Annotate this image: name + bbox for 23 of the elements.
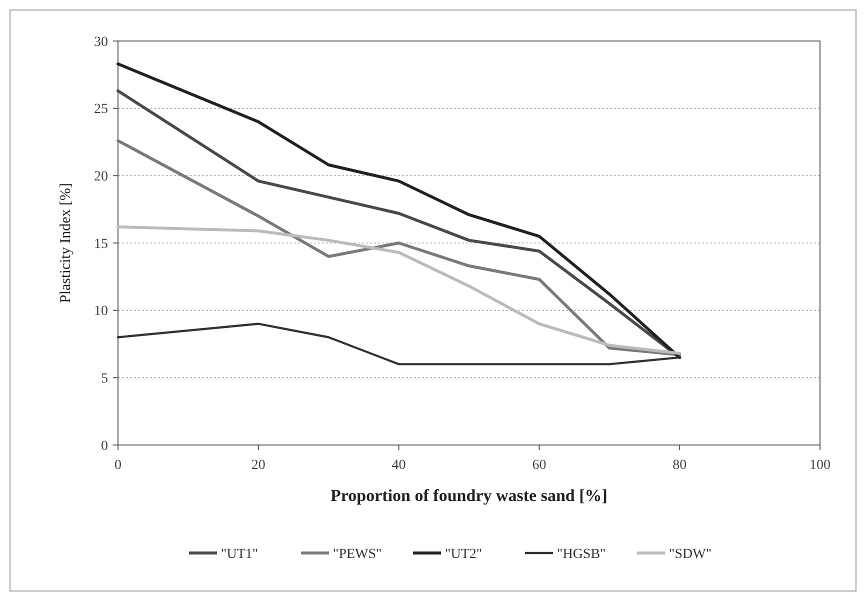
x-tick-label: 60 [532,458,546,473]
x-tick-label: 20 [251,458,266,473]
y-tick-label: 20 [94,170,108,185]
line-series [116,139,682,356]
legend-label: "SDW" [669,546,712,562]
y-tick-label: 25 [94,102,108,118]
y-tick-label: 15 [94,236,108,252]
x-tick-label: 100 [810,458,830,473]
x-tick-label: 0 [114,458,122,473]
y-tick-label: 30 [94,34,108,50]
y-tick-label: 0 [101,438,108,454]
y-tick-label: 5 [101,372,108,387]
x-axis-title: Proportion of foundry waste sand [%] [330,486,608,505]
legend-label: "PEWS" [333,546,382,562]
legend-label: "UT1" [221,546,258,562]
legend-label: "UT2" [445,546,482,562]
line-series [116,322,681,366]
x-tick-label: 80 [672,458,687,473]
y-tick-label: 10 [94,304,108,320]
legend-label: "HGSB" [557,546,606,562]
x-tick-label: 40 [392,458,406,473]
line-series [116,225,682,355]
y-axis-title: Plasticity Index [%] [58,183,74,303]
